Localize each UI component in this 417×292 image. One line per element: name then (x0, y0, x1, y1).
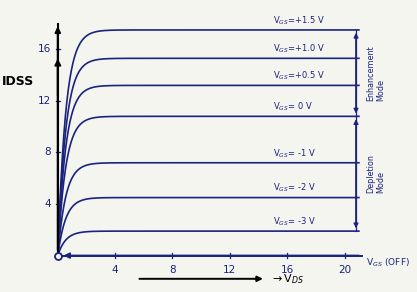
Text: $\rightarrow$V$_{DS}$: $\rightarrow$V$_{DS}$ (270, 272, 304, 286)
Text: IDSS: IDSS (2, 75, 34, 88)
Text: V$_{GS}$= 0 V: V$_{GS}$= 0 V (273, 101, 312, 113)
Text: 16: 16 (38, 44, 50, 54)
Text: 16: 16 (281, 265, 294, 274)
Text: V$_{GS}$= -1 V: V$_{GS}$= -1 V (273, 147, 316, 159)
Text: 20: 20 (338, 265, 351, 274)
Text: V$_{GS}$=+1.5 V: V$_{GS}$=+1.5 V (273, 14, 325, 27)
Text: Depletion
Mode: Depletion Mode (366, 154, 385, 193)
Text: 8: 8 (169, 265, 176, 274)
Text: 12: 12 (38, 96, 50, 106)
Text: V$_{GS}$ (OFF): V$_{GS}$ (OFF) (366, 256, 410, 269)
Text: 8: 8 (44, 147, 50, 157)
Text: V$_{GS}$=+1.0 V: V$_{GS}$=+1.0 V (273, 43, 325, 55)
Text: Enhancement
Mode: Enhancement Mode (366, 45, 385, 101)
Text: V$_{GS}$=+0.5 V: V$_{GS}$=+0.5 V (273, 70, 325, 82)
Text: V$_{GS}$= -3 V: V$_{GS}$= -3 V (273, 215, 316, 228)
Text: 4: 4 (44, 199, 50, 209)
Text: 4: 4 (112, 265, 118, 274)
Text: 12: 12 (223, 265, 236, 274)
Text: V$_{GS}$= -2 V: V$_{GS}$= -2 V (273, 182, 316, 194)
